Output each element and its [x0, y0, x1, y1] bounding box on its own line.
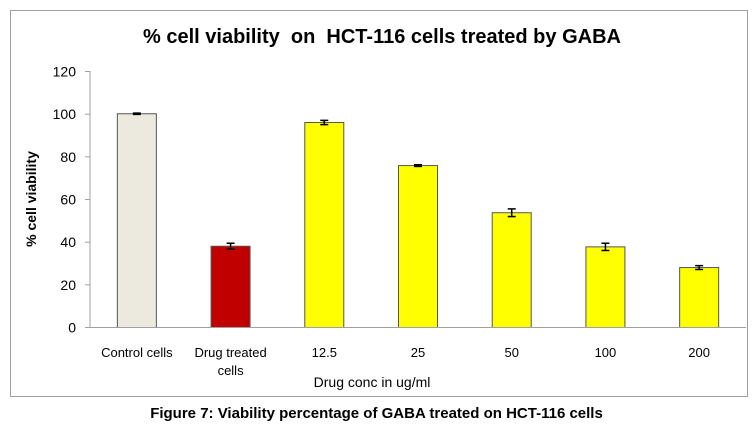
y-tick-label: 120: [53, 64, 77, 80]
bar: [398, 165, 438, 328]
x-tick-label: 50: [504, 345, 518, 360]
y-tick-label: 20: [60, 277, 76, 293]
x-tick-label: 25: [411, 345, 425, 360]
bar: [491, 212, 532, 328]
y-axis-label: % cell viability: [23, 151, 39, 247]
x-tick-label: Drug treated: [194, 345, 266, 360]
x-tick-label: 100: [595, 345, 617, 360]
x-tick-label: 200: [688, 345, 710, 360]
bar: [585, 246, 626, 328]
bar: [679, 267, 720, 329]
y-tick-label: 0: [68, 320, 76, 336]
chart-title: % cell viability on HCT-116 cells treate…: [143, 26, 621, 48]
bar: [304, 121, 345, 328]
y-tick-label: 40: [60, 234, 76, 250]
y-tick-label: 100: [53, 106, 77, 122]
figure-caption: Figure 7: Viability percentage of GABA t…: [150, 405, 603, 422]
y-tick-label: 60: [60, 192, 76, 208]
bar: [116, 113, 157, 328]
x-tick-label: cells: [218, 363, 245, 378]
y-tick-label: 80: [60, 149, 76, 165]
x-tick-label: 12.5: [312, 345, 337, 360]
x-axis-label: Drug conc in ug/ml: [314, 374, 431, 390]
x-tick-label: Control cells: [101, 345, 173, 360]
bar: [210, 245, 251, 328]
